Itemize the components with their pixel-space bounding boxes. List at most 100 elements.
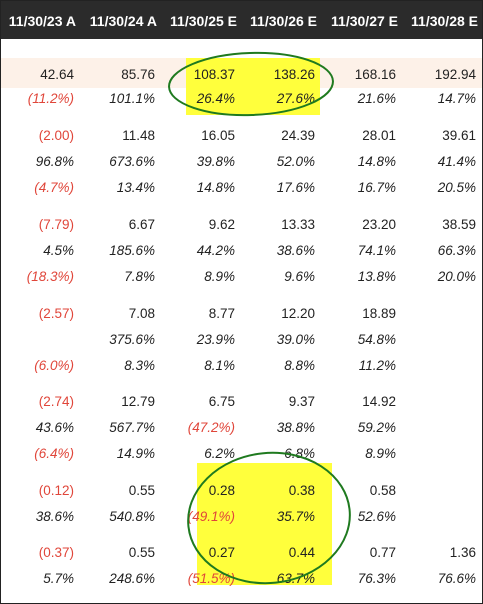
table-cell: 38.6%: [276, 243, 315, 258]
table-cell: (11.2%): [27, 91, 74, 106]
table-cell: (0.37): [38, 545, 74, 560]
table-cell: 52.6%: [357, 509, 396, 524]
table-cell: 12.79: [121, 394, 155, 409]
table-cell: 8.77: [208, 306, 235, 321]
table-cell: 13.33: [281, 217, 315, 232]
table-cell: (2.57): [38, 306, 74, 321]
table-cell: 23.9%: [196, 332, 235, 347]
table-cell: 27.6%: [276, 91, 315, 106]
table-cell: 12.20: [281, 306, 315, 321]
table-cell: 9.6%: [284, 269, 315, 284]
table-cell: 38.6%: [35, 509, 74, 524]
table-cell: 6.75: [208, 394, 235, 409]
table-cell: (51.5%): [187, 571, 235, 586]
table-cell: 168.16: [354, 67, 396, 82]
table-cell: 192.94: [434, 67, 476, 82]
column-header: 11/30/26 E: [250, 13, 317, 29]
table-cell: 6.67: [128, 217, 155, 232]
table-cell: 673.6%: [109, 154, 155, 169]
table-cell: 76.3%: [357, 571, 396, 586]
table-cell: 248.6%: [109, 571, 155, 586]
table-cell: (49.1%): [187, 509, 235, 524]
column-header: 11/30/27 E: [331, 13, 398, 29]
table-cell: 108.37: [193, 67, 235, 82]
table-cell: 59.2%: [357, 420, 396, 435]
table-cell: 24.39: [281, 128, 315, 143]
table-cell: 74.1%: [357, 243, 396, 258]
table-cell: (47.2%): [187, 420, 235, 435]
table-cell: 375.6%: [109, 332, 155, 347]
table-cell: 54.8%: [357, 332, 396, 347]
table-cell: 7.8%: [124, 269, 155, 284]
table-cell: 0.55: [128, 483, 155, 498]
highlight-bottom: [197, 463, 332, 585]
table-cell: 1.36: [449, 545, 476, 560]
table-cell: 14.92: [362, 394, 396, 409]
table-cell: 8.1%: [204, 358, 235, 373]
table-cell: 7.08: [128, 306, 155, 321]
table-cell: 17.6%: [276, 180, 315, 195]
table-cell: 85.76: [121, 67, 155, 82]
column-header: 11/30/28 E: [411, 13, 478, 29]
table-cell: 39.8%: [196, 154, 235, 169]
table-cell: 11.2%: [358, 358, 396, 373]
table-cell: 96.8%: [35, 154, 74, 169]
table-cell: 540.8%: [109, 509, 155, 524]
table-cell: 39.0%: [276, 332, 315, 347]
table-cell: 35.7%: [276, 509, 315, 524]
column-header: 11/30/24 A: [89, 13, 157, 29]
table-cell: 41.4%: [437, 154, 476, 169]
table-cell: 0.77: [369, 545, 396, 560]
table-cell: (6.0%): [34, 358, 74, 373]
table-cell: 185.6%: [109, 243, 155, 258]
table-cell: 14.8%: [357, 154, 396, 169]
table-cell: (0.12): [38, 483, 74, 498]
table-cell: 138.26: [273, 67, 315, 82]
table-cell: 42.64: [40, 67, 74, 82]
table-cell: (4.7%): [34, 180, 74, 195]
table-cell: 9.62: [208, 217, 235, 232]
column-header: 11/30/25 E: [170, 13, 237, 29]
table-cell: 14.7%: [437, 91, 476, 106]
table-cell: 28.01: [362, 128, 396, 143]
table-cell: 26.4%: [196, 91, 235, 106]
table-cell: (2.00): [38, 128, 74, 143]
table-cell: 9.37: [288, 394, 315, 409]
table-cell: 16.7%: [357, 180, 396, 195]
table-cell: 20.0%: [437, 269, 476, 284]
table-cell: 0.27: [208, 545, 235, 560]
table-cell: 43.6%: [35, 420, 74, 435]
table-cell: 8.8%: [284, 358, 315, 373]
table-cell: 66.3%: [437, 243, 476, 258]
table-cell: 5.7%: [43, 571, 74, 586]
table-cell: 20.5%: [437, 180, 476, 195]
table-cell: 8.3%: [124, 358, 155, 373]
table-cell: 567.7%: [109, 420, 155, 435]
table-cell: 23.20: [362, 217, 396, 232]
table-header: 11/30/23 A 11/30/24 A 11/30/25 E 11/30/26 E…: [1, 1, 482, 39]
table-cell: 4.5%: [43, 243, 74, 258]
table-cell: 52.0%: [276, 154, 315, 169]
table-cell: (18.3%): [26, 269, 74, 284]
table-cell: 39.61: [442, 128, 476, 143]
table-cell: 8.9%: [204, 269, 235, 284]
table-cell: 0.28: [208, 483, 235, 498]
table-cell: 18.89: [362, 306, 396, 321]
table-cell: 14.8%: [196, 180, 235, 195]
table-cell: 21.6%: [357, 91, 396, 106]
table-cell: 13.8%: [357, 269, 396, 284]
table-cell: 16.05: [201, 128, 235, 143]
table-cell: 13.4%: [116, 180, 155, 195]
table-cell: 14.9%: [116, 446, 155, 461]
table-cell: 44.2%: [196, 243, 235, 258]
table-cell: (7.79): [38, 217, 74, 232]
table-cell: 38.8%: [276, 420, 315, 435]
table-cell: (6.4%): [34, 446, 74, 461]
table-cell: 8.9%: [365, 446, 396, 461]
column-header: 11/30/23 A: [8, 13, 76, 29]
table-cell: 6.2%: [204, 446, 235, 461]
table-cell: 38.59: [442, 217, 476, 232]
table-cell: 6.8%: [284, 446, 315, 461]
table-cell: 63.7%: [276, 571, 315, 586]
table-cell: 0.38: [288, 483, 315, 498]
